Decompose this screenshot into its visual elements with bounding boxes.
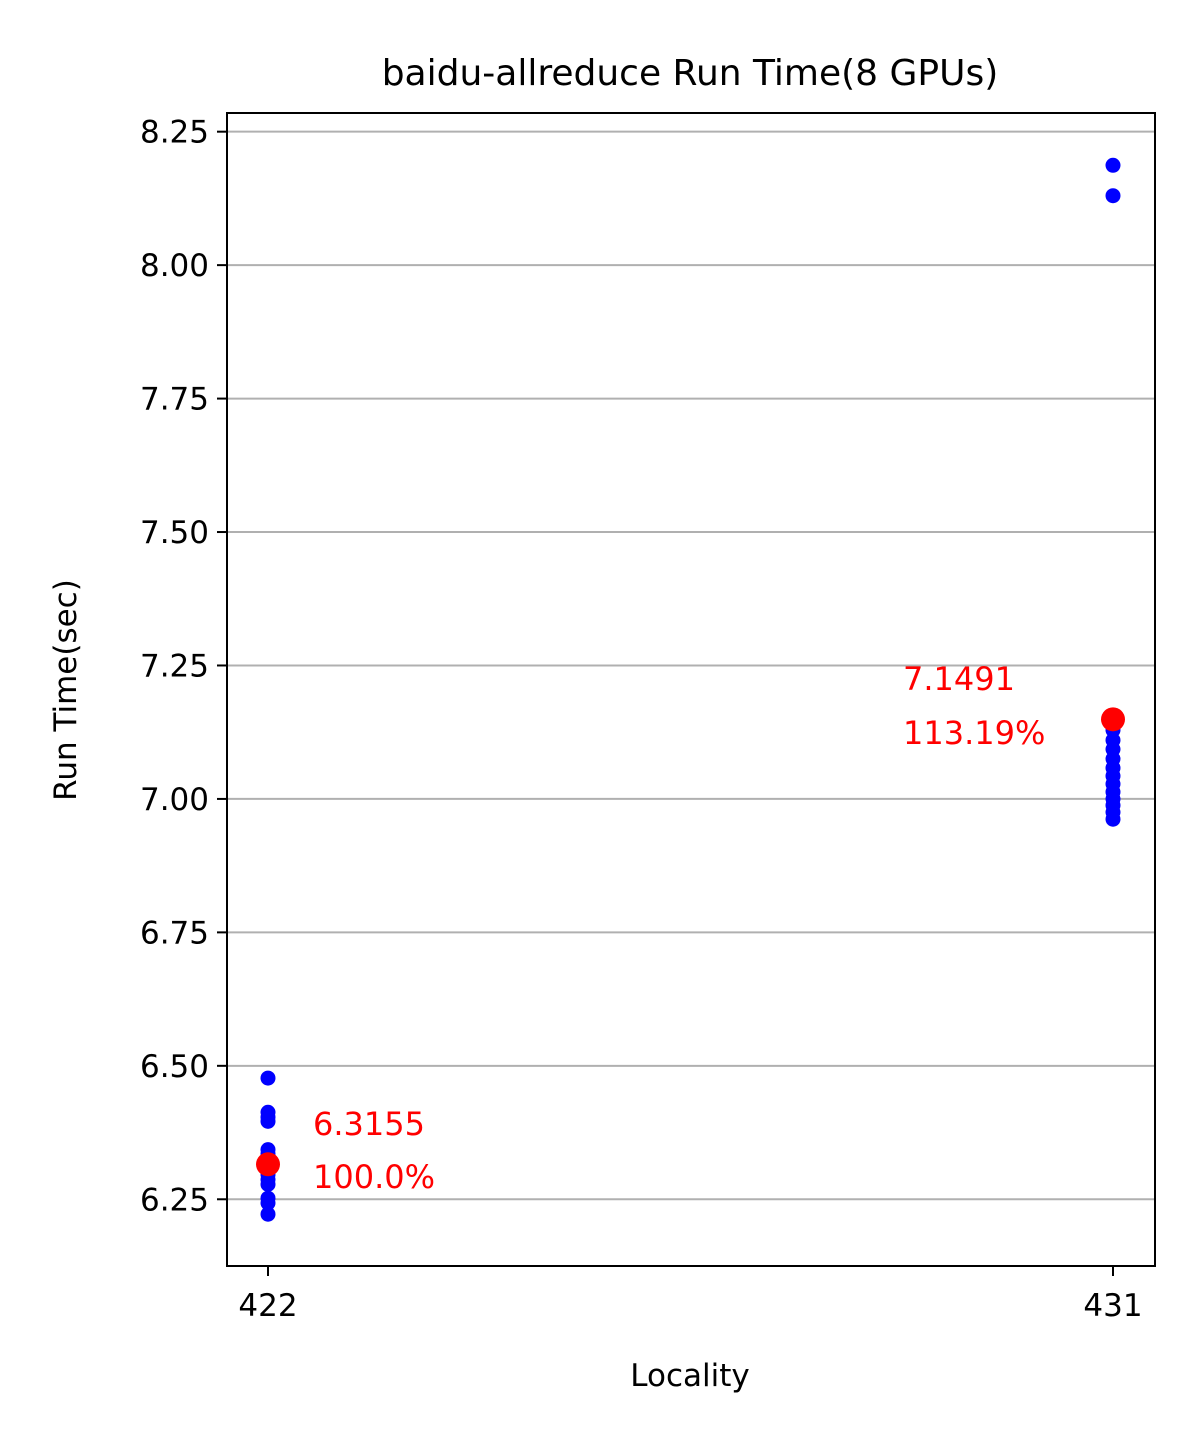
data-points bbox=[256, 157, 1125, 1222]
y-axis-label: Run Time(sec) bbox=[48, 579, 84, 801]
x-axis-ticks: 422 431 bbox=[238, 1266, 1143, 1324]
annotations: 6.3155 100.0% 7.1491 113.19% bbox=[313, 660, 1045, 1196]
y-tick-label: 7.25 bbox=[140, 648, 209, 684]
chart-title: baidu-allreduce Run Time(8 GPUs) bbox=[382, 53, 999, 94]
grid-lines bbox=[227, 130, 1155, 1201]
y-tick-label: 6.50 bbox=[140, 1049, 209, 1085]
data-point bbox=[260, 1113, 276, 1129]
annotation-422-value: 6.3155 bbox=[313, 1105, 425, 1143]
data-point bbox=[260, 1206, 276, 1222]
mean-point bbox=[256, 1152, 280, 1177]
mean-point bbox=[1101, 707, 1125, 732]
y-tick-label: 6.25 bbox=[140, 1182, 209, 1218]
y-axis-ticks: 6.25 6.50 6.75 7.00 7.25 7.50 7.75 8.00 8.25 bbox=[140, 115, 227, 1218]
annotation-431-percent: 113.19% bbox=[903, 714, 1045, 752]
y-tick-label: 7.50 bbox=[140, 515, 209, 551]
y-tick-label: 7.75 bbox=[140, 382, 209, 418]
annotation-422-percent: 100.0% bbox=[313, 1158, 435, 1196]
x-axis-label: Locality bbox=[630, 1358, 749, 1394]
data-point bbox=[1105, 157, 1121, 173]
x-tick-label: 431 bbox=[1083, 1288, 1142, 1324]
data-point bbox=[1105, 188, 1121, 204]
y-tick-label: 8.00 bbox=[140, 248, 209, 284]
data-point bbox=[1105, 811, 1121, 827]
y-tick-label: 8.25 bbox=[140, 115, 209, 151]
plot-frame bbox=[226, 112, 1156, 1267]
data-point bbox=[260, 1070, 276, 1086]
data-point bbox=[260, 1195, 276, 1211]
y-tick-label: 7.00 bbox=[140, 782, 209, 818]
x-tick-label: 422 bbox=[238, 1288, 297, 1324]
data-point bbox=[260, 1176, 276, 1192]
annotation-431-value: 7.1491 bbox=[903, 660, 1015, 698]
y-tick-label: 6.75 bbox=[140, 915, 209, 951]
